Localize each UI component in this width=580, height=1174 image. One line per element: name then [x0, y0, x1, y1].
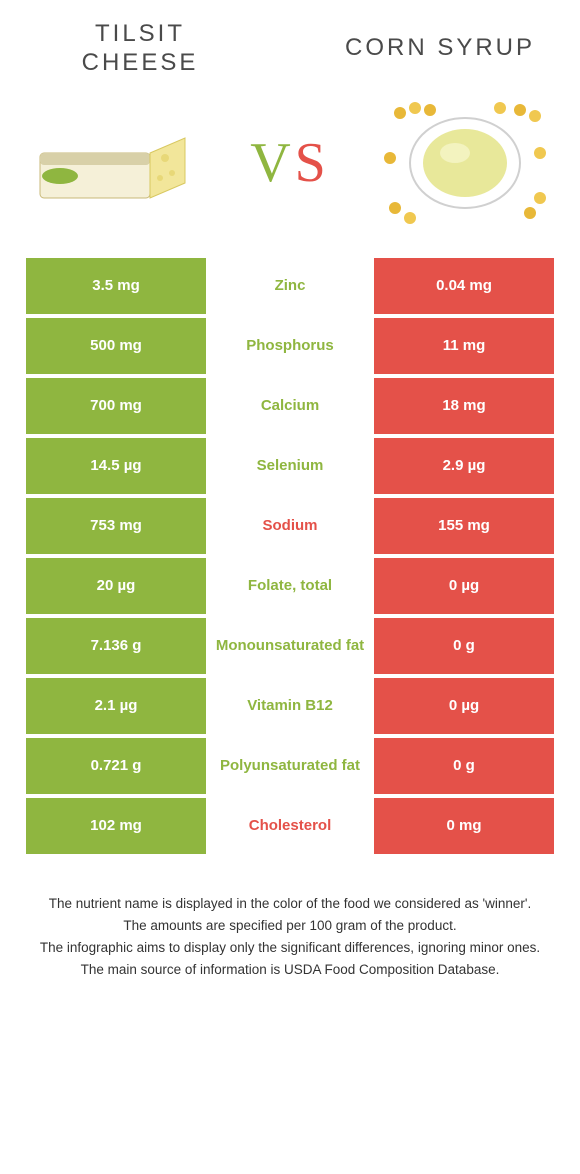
cell-nutrient-name: Monounsaturated fat	[206, 618, 374, 674]
cell-nutrient-name: Sodium	[206, 498, 374, 554]
cell-right-value: 0 g	[374, 738, 554, 794]
food-title-left: TILSIT CHEESE	[40, 20, 240, 78]
table-row: 102 mgCholesterol0 mg	[26, 798, 554, 854]
table-row: 0.721 gPolyunsaturated fat0 g	[26, 738, 554, 794]
cell-left-value: 14.5 µg	[26, 438, 206, 494]
cell-left-value: 0.721 g	[26, 738, 206, 794]
vs-label: VS	[250, 131, 330, 195]
cell-nutrient-name: Folate, total	[206, 558, 374, 614]
footnote-line: The infographic aims to display only the…	[30, 938, 550, 958]
table-row: 3.5 mgZinc0.04 mg	[26, 258, 554, 314]
cell-right-value: 0.04 mg	[374, 258, 554, 314]
cell-right-value: 2.9 µg	[374, 438, 554, 494]
cell-left-value: 3.5 mg	[26, 258, 206, 314]
header: TILSIT CHEESE CORN SYRUP	[20, 20, 560, 78]
table-row: 700 mgCalcium18 mg	[26, 378, 554, 434]
table-row: 500 mgPhosphorus11 mg	[26, 318, 554, 374]
table-row: 7.136 gMonounsaturated fat0 g	[26, 618, 554, 674]
food-title-right: CORN SYRUP	[340, 34, 540, 63]
cell-nutrient-name: Calcium	[206, 378, 374, 434]
cell-left-value: 753 mg	[26, 498, 206, 554]
cell-left-value: 7.136 g	[26, 618, 206, 674]
cell-right-value: 11 mg	[374, 318, 554, 374]
vs-v: V	[250, 132, 294, 194]
cell-left-value: 20 µg	[26, 558, 206, 614]
cell-left-value: 102 mg	[26, 798, 206, 854]
vs-s: S	[295, 132, 330, 194]
cell-nutrient-name: Cholesterol	[206, 798, 374, 854]
cell-right-value: 0 µg	[374, 678, 554, 734]
table-row: 20 µgFolate, total0 µg	[26, 558, 554, 614]
cell-left-value: 500 mg	[26, 318, 206, 374]
table-row: 753 mgSodium155 mg	[26, 498, 554, 554]
table-row: 14.5 µgSelenium2.9 µg	[26, 438, 554, 494]
cheese-icon	[30, 98, 200, 228]
food-image-left	[30, 98, 200, 228]
cell-nutrient-name: Zinc	[206, 258, 374, 314]
footnote-line: The nutrient name is displayed in the co…	[30, 894, 550, 914]
images-row: VS	[20, 98, 560, 228]
footnotes: The nutrient name is displayed in the co…	[20, 894, 560, 981]
cell-nutrient-name: Vitamin B12	[206, 678, 374, 734]
cell-right-value: 0 µg	[374, 558, 554, 614]
footnote-line: The main source of information is USDA F…	[30, 960, 550, 980]
food-image-right	[380, 98, 550, 228]
comparison-table: 3.5 mgZinc0.04 mg500 mgPhosphorus11 mg70…	[26, 258, 554, 854]
syrup-icon	[380, 98, 550, 228]
cell-nutrient-name: Polyunsaturated fat	[206, 738, 374, 794]
table-row: 2.1 µgVitamin B120 µg	[26, 678, 554, 734]
cell-right-value: 18 mg	[374, 378, 554, 434]
cell-right-value: 0 mg	[374, 798, 554, 854]
footnote-line: The amounts are specified per 100 gram o…	[30, 916, 550, 936]
cell-right-value: 0 g	[374, 618, 554, 674]
cell-left-value: 700 mg	[26, 378, 206, 434]
cell-nutrient-name: Phosphorus	[206, 318, 374, 374]
cell-left-value: 2.1 µg	[26, 678, 206, 734]
cell-nutrient-name: Selenium	[206, 438, 374, 494]
cell-right-value: 155 mg	[374, 498, 554, 554]
